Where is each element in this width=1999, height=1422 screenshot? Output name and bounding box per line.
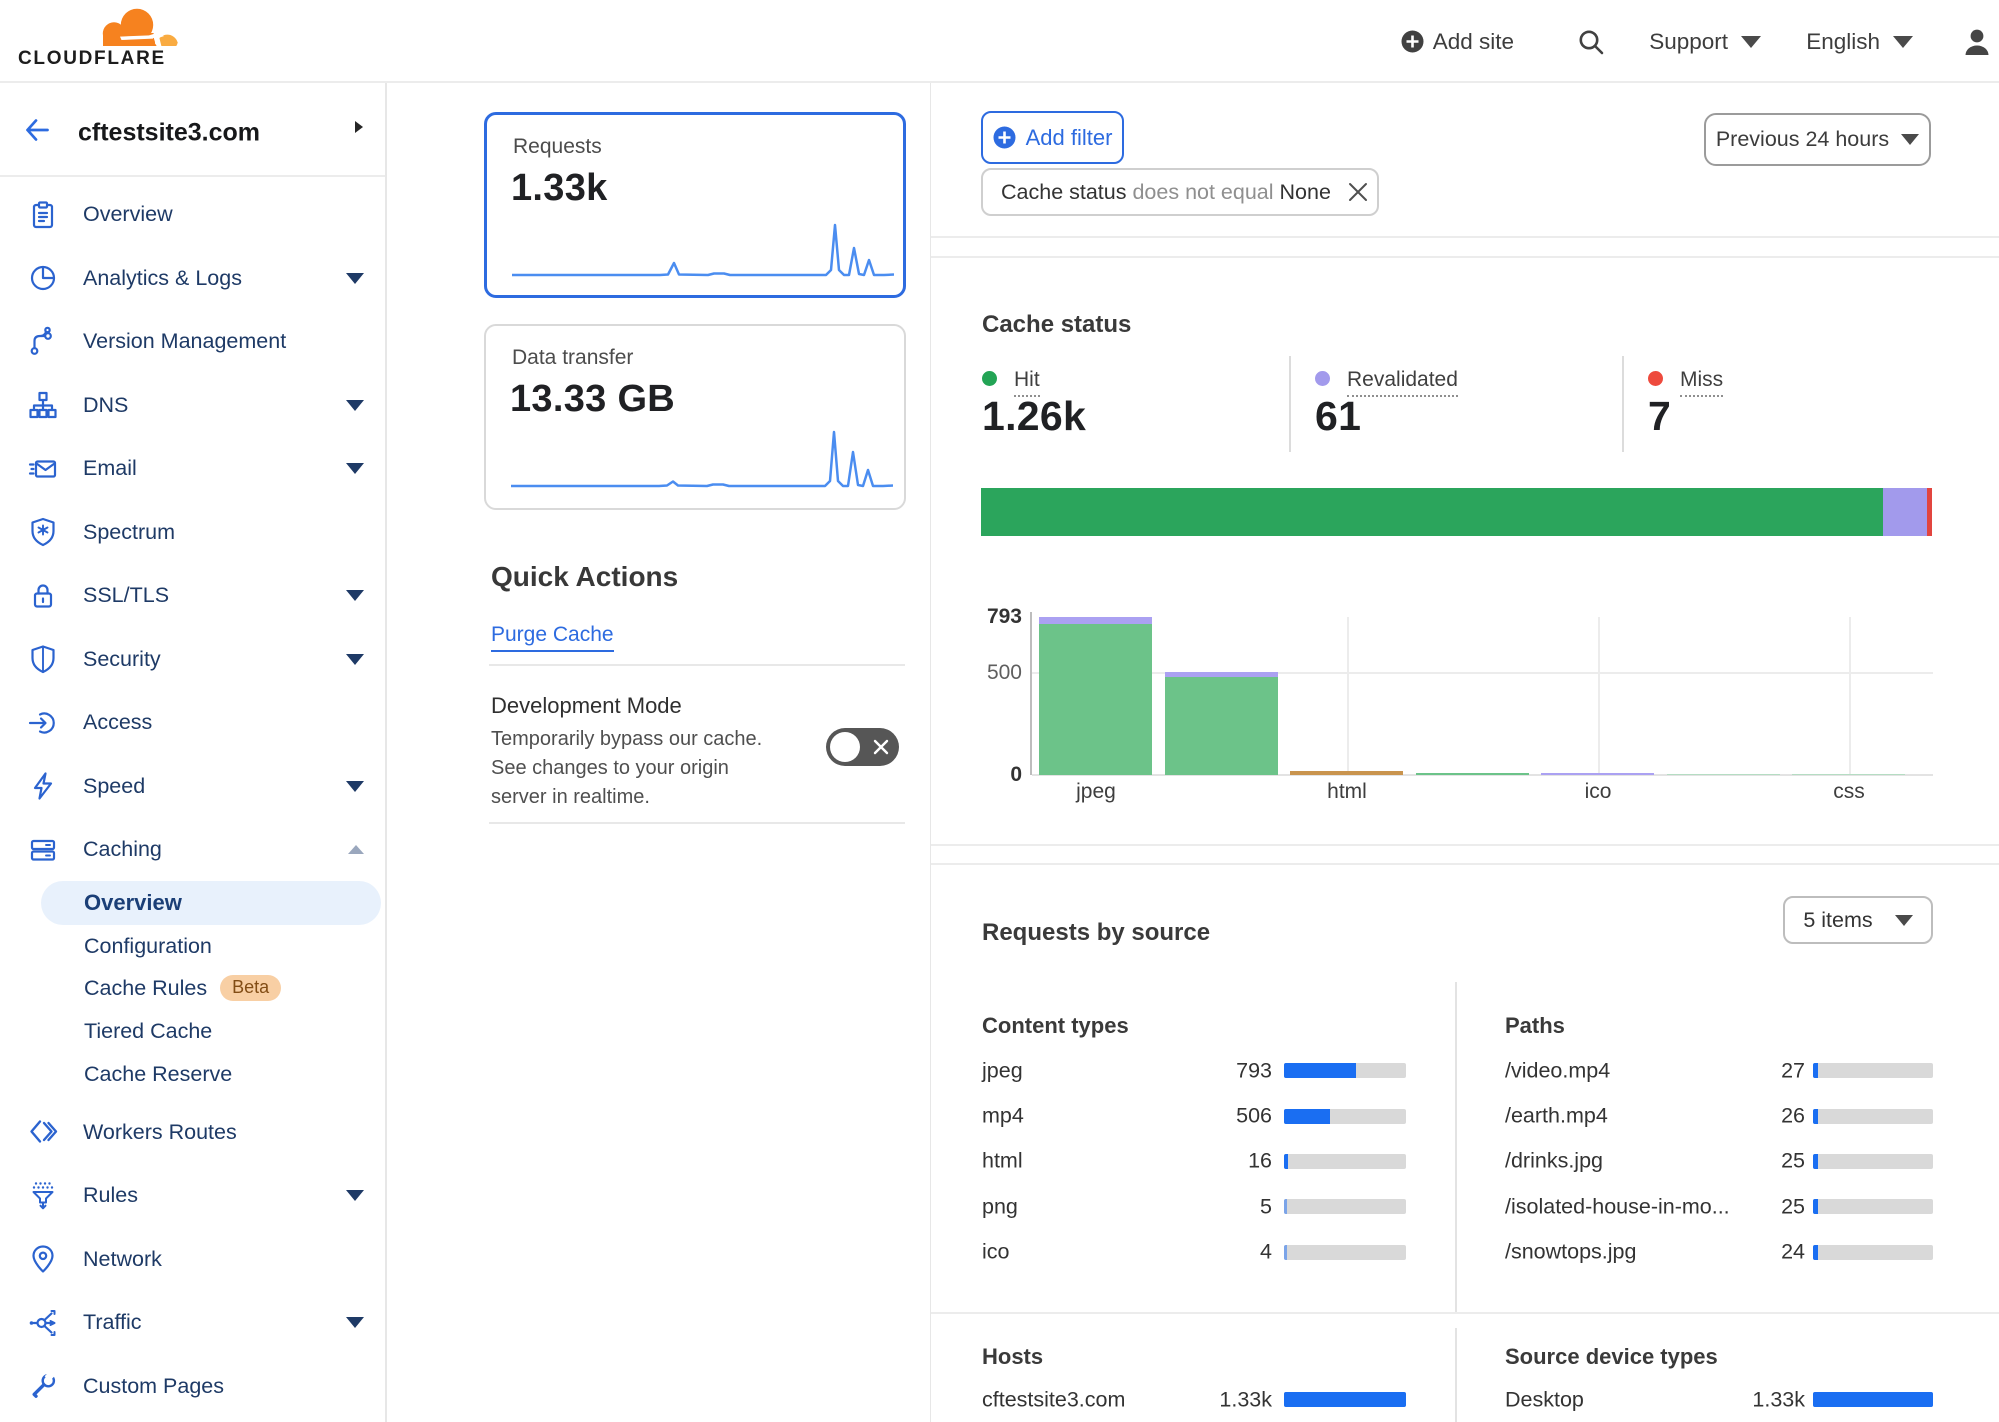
svg-text:CLOUDFLARE: CLOUDFLARE (18, 48, 166, 69)
